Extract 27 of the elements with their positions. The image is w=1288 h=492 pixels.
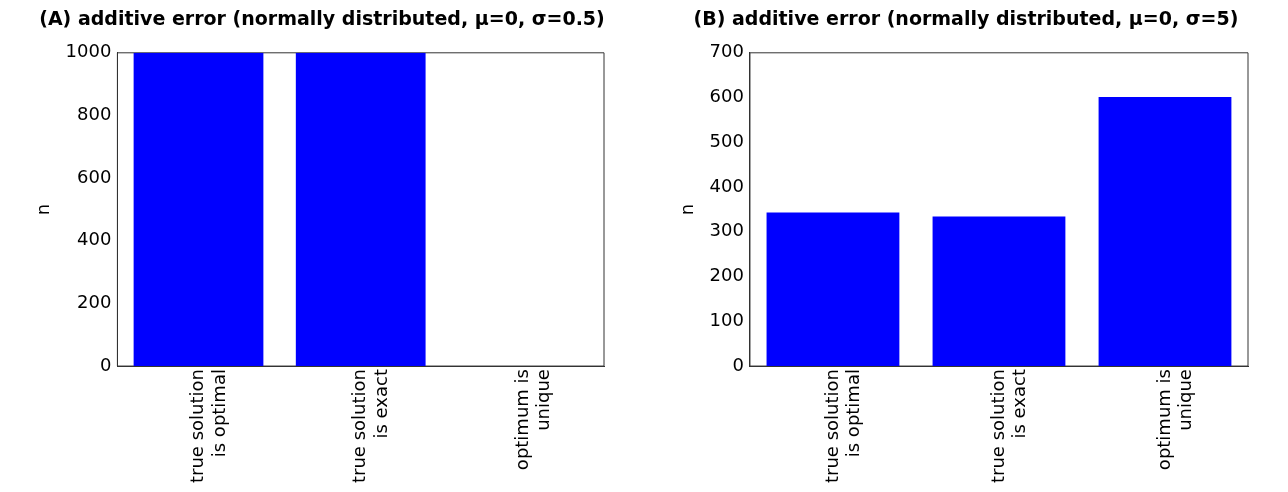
y-axis-title: n [676, 203, 698, 216]
y-tick-label: 700 [709, 40, 744, 62]
y-tick-label: 200 [709, 264, 744, 286]
x-tick-label: true solution is optimal [820, 369, 864, 484]
y-tick-label: 300 [709, 219, 744, 241]
y-tick-label: 1000 [65, 40, 112, 62]
x-tick-label: optimum is unique [1152, 369, 1196, 471]
y-tick-label: 600 [709, 85, 744, 107]
y-tick-label: 0 [732, 353, 744, 375]
chart-title: (B) additive error (normally distributed, μ=0, σ=5) [692, 6, 1240, 31]
y-tick-label: 600 [77, 165, 112, 187]
bar [1098, 97, 1232, 367]
x-tick-label: true solution is optimal [186, 369, 229, 484]
y-tick-label: 400 [77, 228, 112, 250]
y-tick-label: 800 [77, 103, 112, 125]
y-tick-label: 100 [709, 308, 744, 330]
bar [766, 212, 900, 367]
y-tick-label: 400 [709, 174, 744, 196]
y-tick-label: 200 [77, 291, 112, 313]
x-tick-label: optimum is unique [510, 369, 554, 471]
chart-title: (A) additive error (normally distributed, μ=0, σ=0.5) [38, 6, 606, 31]
y-axis-title: n [32, 203, 54, 216]
y-tick-label: 0 [99, 353, 112, 375]
x-tick-label: true solution is exact [348, 369, 391, 484]
x-tick-label: true solution is exact [986, 369, 1030, 484]
y-tick-label: 500 [709, 129, 744, 151]
bar [932, 216, 1066, 367]
